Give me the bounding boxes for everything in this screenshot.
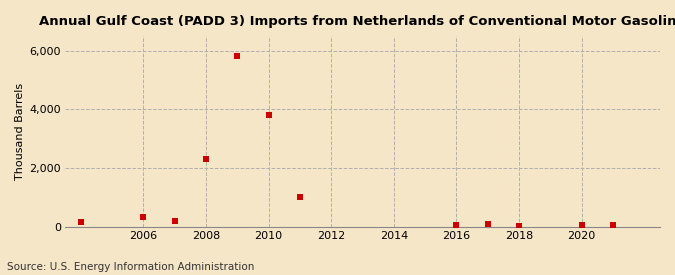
Title: Annual Gulf Coast (PADD 3) Imports from Netherlands of Conventional Motor Gasoli: Annual Gulf Coast (PADD 3) Imports from … <box>39 15 675 28</box>
Text: Source: U.S. Energy Information Administration: Source: U.S. Energy Information Administ… <box>7 262 254 272</box>
Y-axis label: Thousand Barrels: Thousand Barrels <box>15 83 25 180</box>
